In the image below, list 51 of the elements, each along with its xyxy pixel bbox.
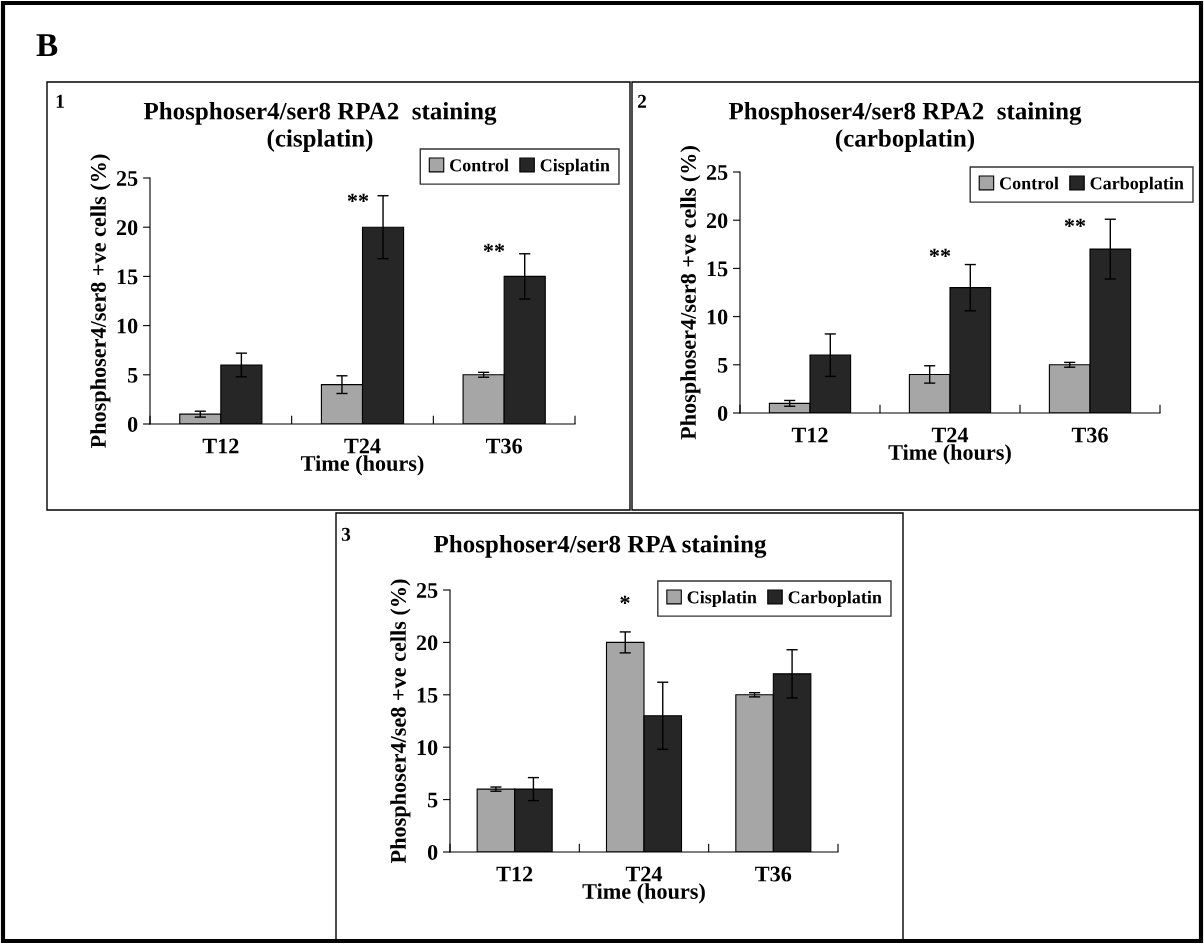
x-tick-label: T36 — [755, 866, 792, 882]
chart-title: Phosphoser4/ser8 RPA2 staining (cisplatin) — [143, 102, 497, 152]
y-tick-label: 5 — [717, 357, 728, 373]
text: 3 — [341, 527, 351, 541]
y-tick-label: 25 — [116, 170, 138, 186]
y-tick-label: 20 — [416, 635, 438, 651]
y-tick-label: 20 — [116, 220, 138, 236]
x-tick-label: T12 — [791, 427, 828, 443]
legend-label: Cisplatin — [540, 158, 610, 176]
y-tick-label: 25 — [706, 164, 728, 180]
legend-label: Control — [450, 158, 509, 172]
legend-label: Carboplatin — [788, 590, 882, 608]
x-tick-label: T24 — [344, 438, 381, 454]
x-axis-title: Time (hours) — [888, 444, 1011, 465]
y-tick-label: 10 — [417, 740, 438, 756]
y-tick-label: 5 — [427, 792, 438, 808]
x-tick-label: T36 — [485, 438, 523, 454]
annotation: ** — [347, 193, 369, 203]
annotation: ** — [929, 248, 951, 258]
y-tick-label: 5 — [127, 367, 138, 383]
y-tick-label: 20 — [706, 213, 728, 229]
x-axis-title: Time (hours) — [582, 883, 705, 904]
y-axis-title: Phosphoser4/ser8 +ve cells (%) — [90, 154, 111, 448]
legend-label: Control — [999, 176, 1059, 190]
x-tick-label: T12 — [496, 866, 533, 882]
text: 2 — [637, 94, 647, 108]
x-axis-title: Time (hours) — [301, 455, 424, 476]
y-tick-label: 10 — [707, 309, 728, 325]
x-tick-label: T24 — [931, 427, 969, 443]
annotation: ** — [1064, 218, 1086, 228]
y-tick-label: 25 — [416, 582, 438, 598]
y-tick-label: 15 — [707, 261, 728, 277]
legend-label: Carboplatin — [1090, 176, 1184, 194]
y-tick-label: 0 — [717, 405, 728, 421]
x-tick-label: T12 — [202, 438, 239, 454]
y-tick-label: 15 — [417, 687, 438, 703]
legend-label: Cisplatin — [687, 590, 757, 608]
y-tick-label: 0 — [127, 416, 138, 432]
chart-title: Phosphoser4/ser8 RPA2 staining (carboplatin) — [728, 102, 1082, 152]
text: 1 — [56, 94, 64, 108]
x-tick-label: T24 — [625, 866, 663, 882]
y-tick-label: 0 — [427, 844, 438, 860]
y-tick-label: 15 — [117, 269, 138, 285]
text: B — [36, 34, 58, 57]
x-tick-label: T36 — [1071, 427, 1108, 443]
annotation: ** — [483, 243, 505, 253]
annotation: * — [620, 595, 630, 605]
y-axis-title: Phosphoser4/ser8 +ve cells (%) — [680, 146, 701, 440]
chart-title: Phosphoser4/ser8 RPA staining — [433, 535, 767, 558]
y-tick-label: 10 — [117, 318, 138, 334]
y-axis-title: Phosphoser4/se8 +ve cells (%) — [390, 579, 411, 864]
